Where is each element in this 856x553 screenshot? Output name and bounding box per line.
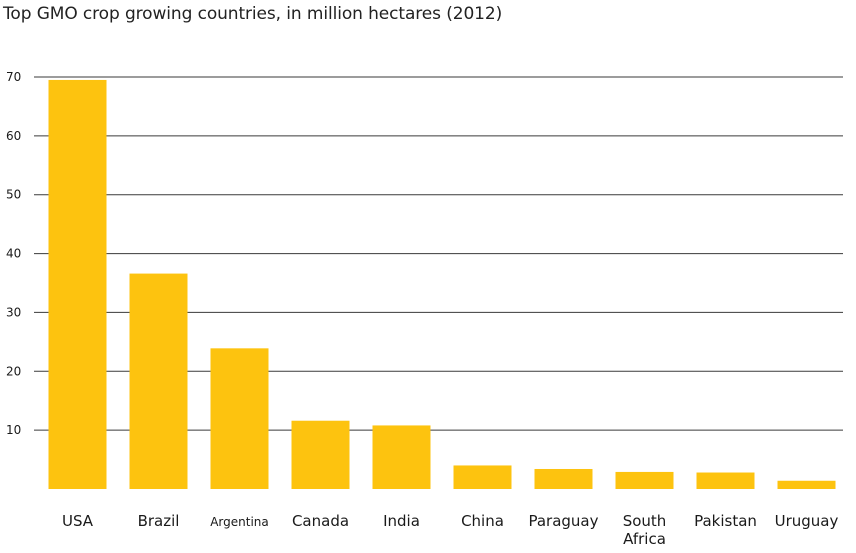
x-tick-label: Canada	[292, 512, 349, 530]
bar-south-africa	[615, 471, 674, 489]
x-tick-label: China	[461, 512, 504, 530]
y-tick-label: 20	[6, 364, 21, 378]
bar-pakistan	[696, 472, 755, 489]
x-tick-label: South Africa	[623, 512, 667, 548]
bar-brazil	[129, 273, 188, 489]
x-tick-label: Paraguay	[528, 512, 598, 530]
y-tick-label: 30	[6, 305, 21, 319]
bar-uruguay	[777, 480, 836, 489]
x-tick-label: Brazil	[138, 512, 180, 530]
x-tick-label: USA	[62, 512, 94, 530]
x-tick-label: Pakistan	[694, 512, 757, 530]
y-tick-label: 40	[6, 247, 21, 261]
y-tick-label: 10	[6, 423, 21, 437]
chart-title: Top GMO crop growing countries, in milli…	[3, 4, 503, 24]
gridlines	[34, 76, 843, 431]
bar-paraguay	[534, 468, 593, 489]
bar-india	[372, 425, 431, 489]
y-tick-label: 70	[6, 70, 21, 84]
x-tick-label: Argentina	[210, 515, 269, 529]
y-tick-label: 50	[6, 188, 21, 202]
bar-usa	[48, 79, 107, 489]
x-axis-category-labels: USA Brazil Argentina Canada India China Paragu…	[62, 512, 839, 548]
bar-canada	[291, 420, 350, 489]
y-tick-label: 60	[6, 129, 21, 143]
x-tick-label: Uruguay	[775, 512, 839, 530]
x-tick-label: India	[383, 512, 420, 530]
bars	[48, 79, 836, 489]
y-axis-tick-labels: 10 20 30 40 50 60 70	[6, 70, 21, 437]
bar-china	[453, 465, 512, 489]
bar-argentina	[210, 348, 269, 489]
